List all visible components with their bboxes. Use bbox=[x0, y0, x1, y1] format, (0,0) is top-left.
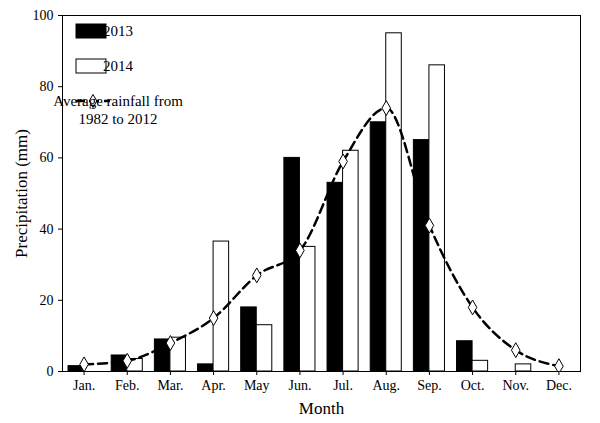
svg-text:Precipitation (mm): Precipitation (mm) bbox=[12, 129, 31, 258]
svg-text:80: 80 bbox=[40, 79, 54, 94]
svg-text:0: 0 bbox=[47, 364, 54, 379]
svg-text:Sep.: Sep. bbox=[417, 378, 442, 393]
svg-text:Apr.: Apr. bbox=[201, 378, 226, 393]
svg-text:20: 20 bbox=[40, 293, 54, 308]
svg-text:40: 40 bbox=[40, 222, 54, 237]
svg-text:Dec.: Dec. bbox=[546, 378, 572, 393]
svg-text:Jun.: Jun. bbox=[288, 378, 311, 393]
svg-text:100: 100 bbox=[33, 8, 54, 23]
svg-text:Month: Month bbox=[299, 399, 345, 418]
svg-text:Jul.: Jul. bbox=[333, 378, 353, 393]
svg-text:Aug.: Aug. bbox=[372, 378, 400, 393]
svg-text:May: May bbox=[244, 378, 270, 393]
svg-text:Average rainfall from1982 to 2: Average rainfall from1982 to 2012 bbox=[53, 93, 183, 126]
svg-text:60: 60 bbox=[40, 150, 54, 165]
svg-text:Jan.: Jan. bbox=[73, 378, 95, 393]
svg-text:Mar.: Mar. bbox=[157, 378, 183, 393]
svg-text:Feb.: Feb. bbox=[115, 378, 140, 393]
svg-text:2013: 2013 bbox=[103, 23, 133, 39]
svg-text:2014: 2014 bbox=[103, 58, 134, 74]
svg-text:Nov.: Nov. bbox=[502, 378, 529, 393]
svg-text:Oct.: Oct. bbox=[461, 378, 485, 393]
